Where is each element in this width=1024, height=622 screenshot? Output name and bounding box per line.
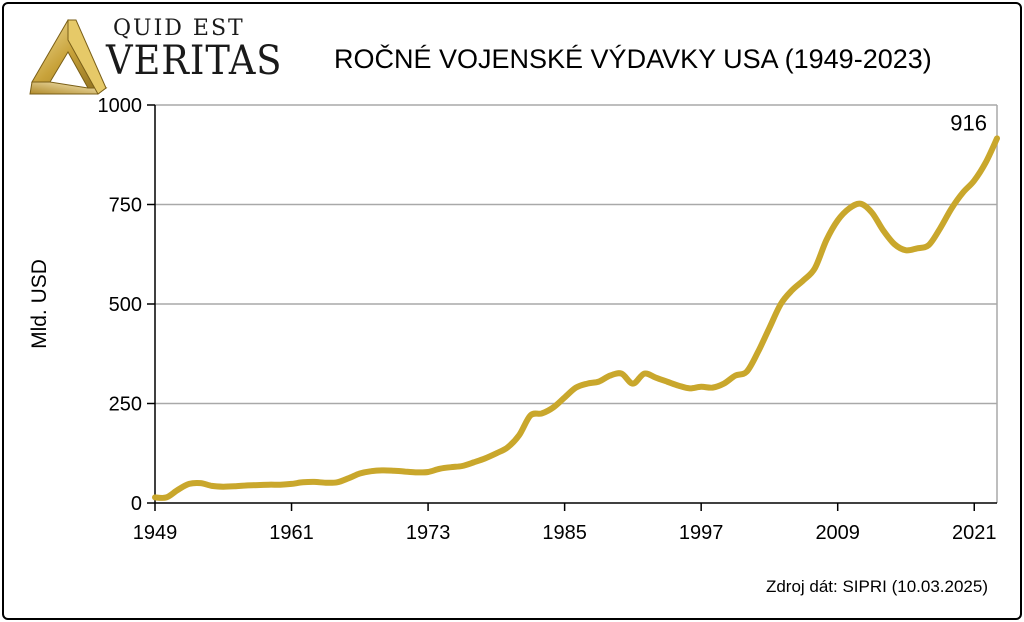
x-tick-2021: 2021 (952, 522, 997, 544)
logo-main-text: VERITAS (106, 38, 283, 84)
x-tick-1997: 1997 (679, 522, 724, 544)
y-axis-label: Mld. USD (28, 259, 51, 349)
x-tick-1985: 1985 (542, 522, 587, 544)
last-value-label: 916 (950, 110, 987, 135)
y-tick-250: 250 (109, 394, 142, 416)
y-tick-750: 750 (109, 195, 142, 217)
x-tick-1973: 1973 (406, 522, 451, 544)
axes (147, 104, 997, 511)
x-tick-2009: 2009 (815, 522, 860, 544)
x-tick-1961: 1961 (269, 522, 314, 544)
x-tick-1949: 1949 (133, 522, 178, 544)
x-tick-labels: 1949 1961 1973 1985 1997 2009 2021 (133, 522, 997, 544)
grid-lines (155, 104, 998, 503)
penrose-triangle-icon (29, 18, 108, 95)
chart-title: ROČNÉ VOJENSKÉ VÝDAVKY USA (1949-2023) (334, 44, 932, 74)
y-tick-0: 0 (131, 493, 142, 515)
y-tick-1000: 1000 (98, 95, 143, 117)
series-line (152, 135, 1000, 501)
quid-est-veritas-logo: QUID EST VERITAS (28, 16, 282, 96)
logo-top-text: QUID EST (113, 16, 245, 41)
y-tick-labels: 0 250 500 750 1000 (98, 95, 143, 515)
source-note: Zdroj dát: SIPRI (10.03.2025) (765, 577, 988, 596)
y-tick-500: 500 (109, 294, 142, 316)
